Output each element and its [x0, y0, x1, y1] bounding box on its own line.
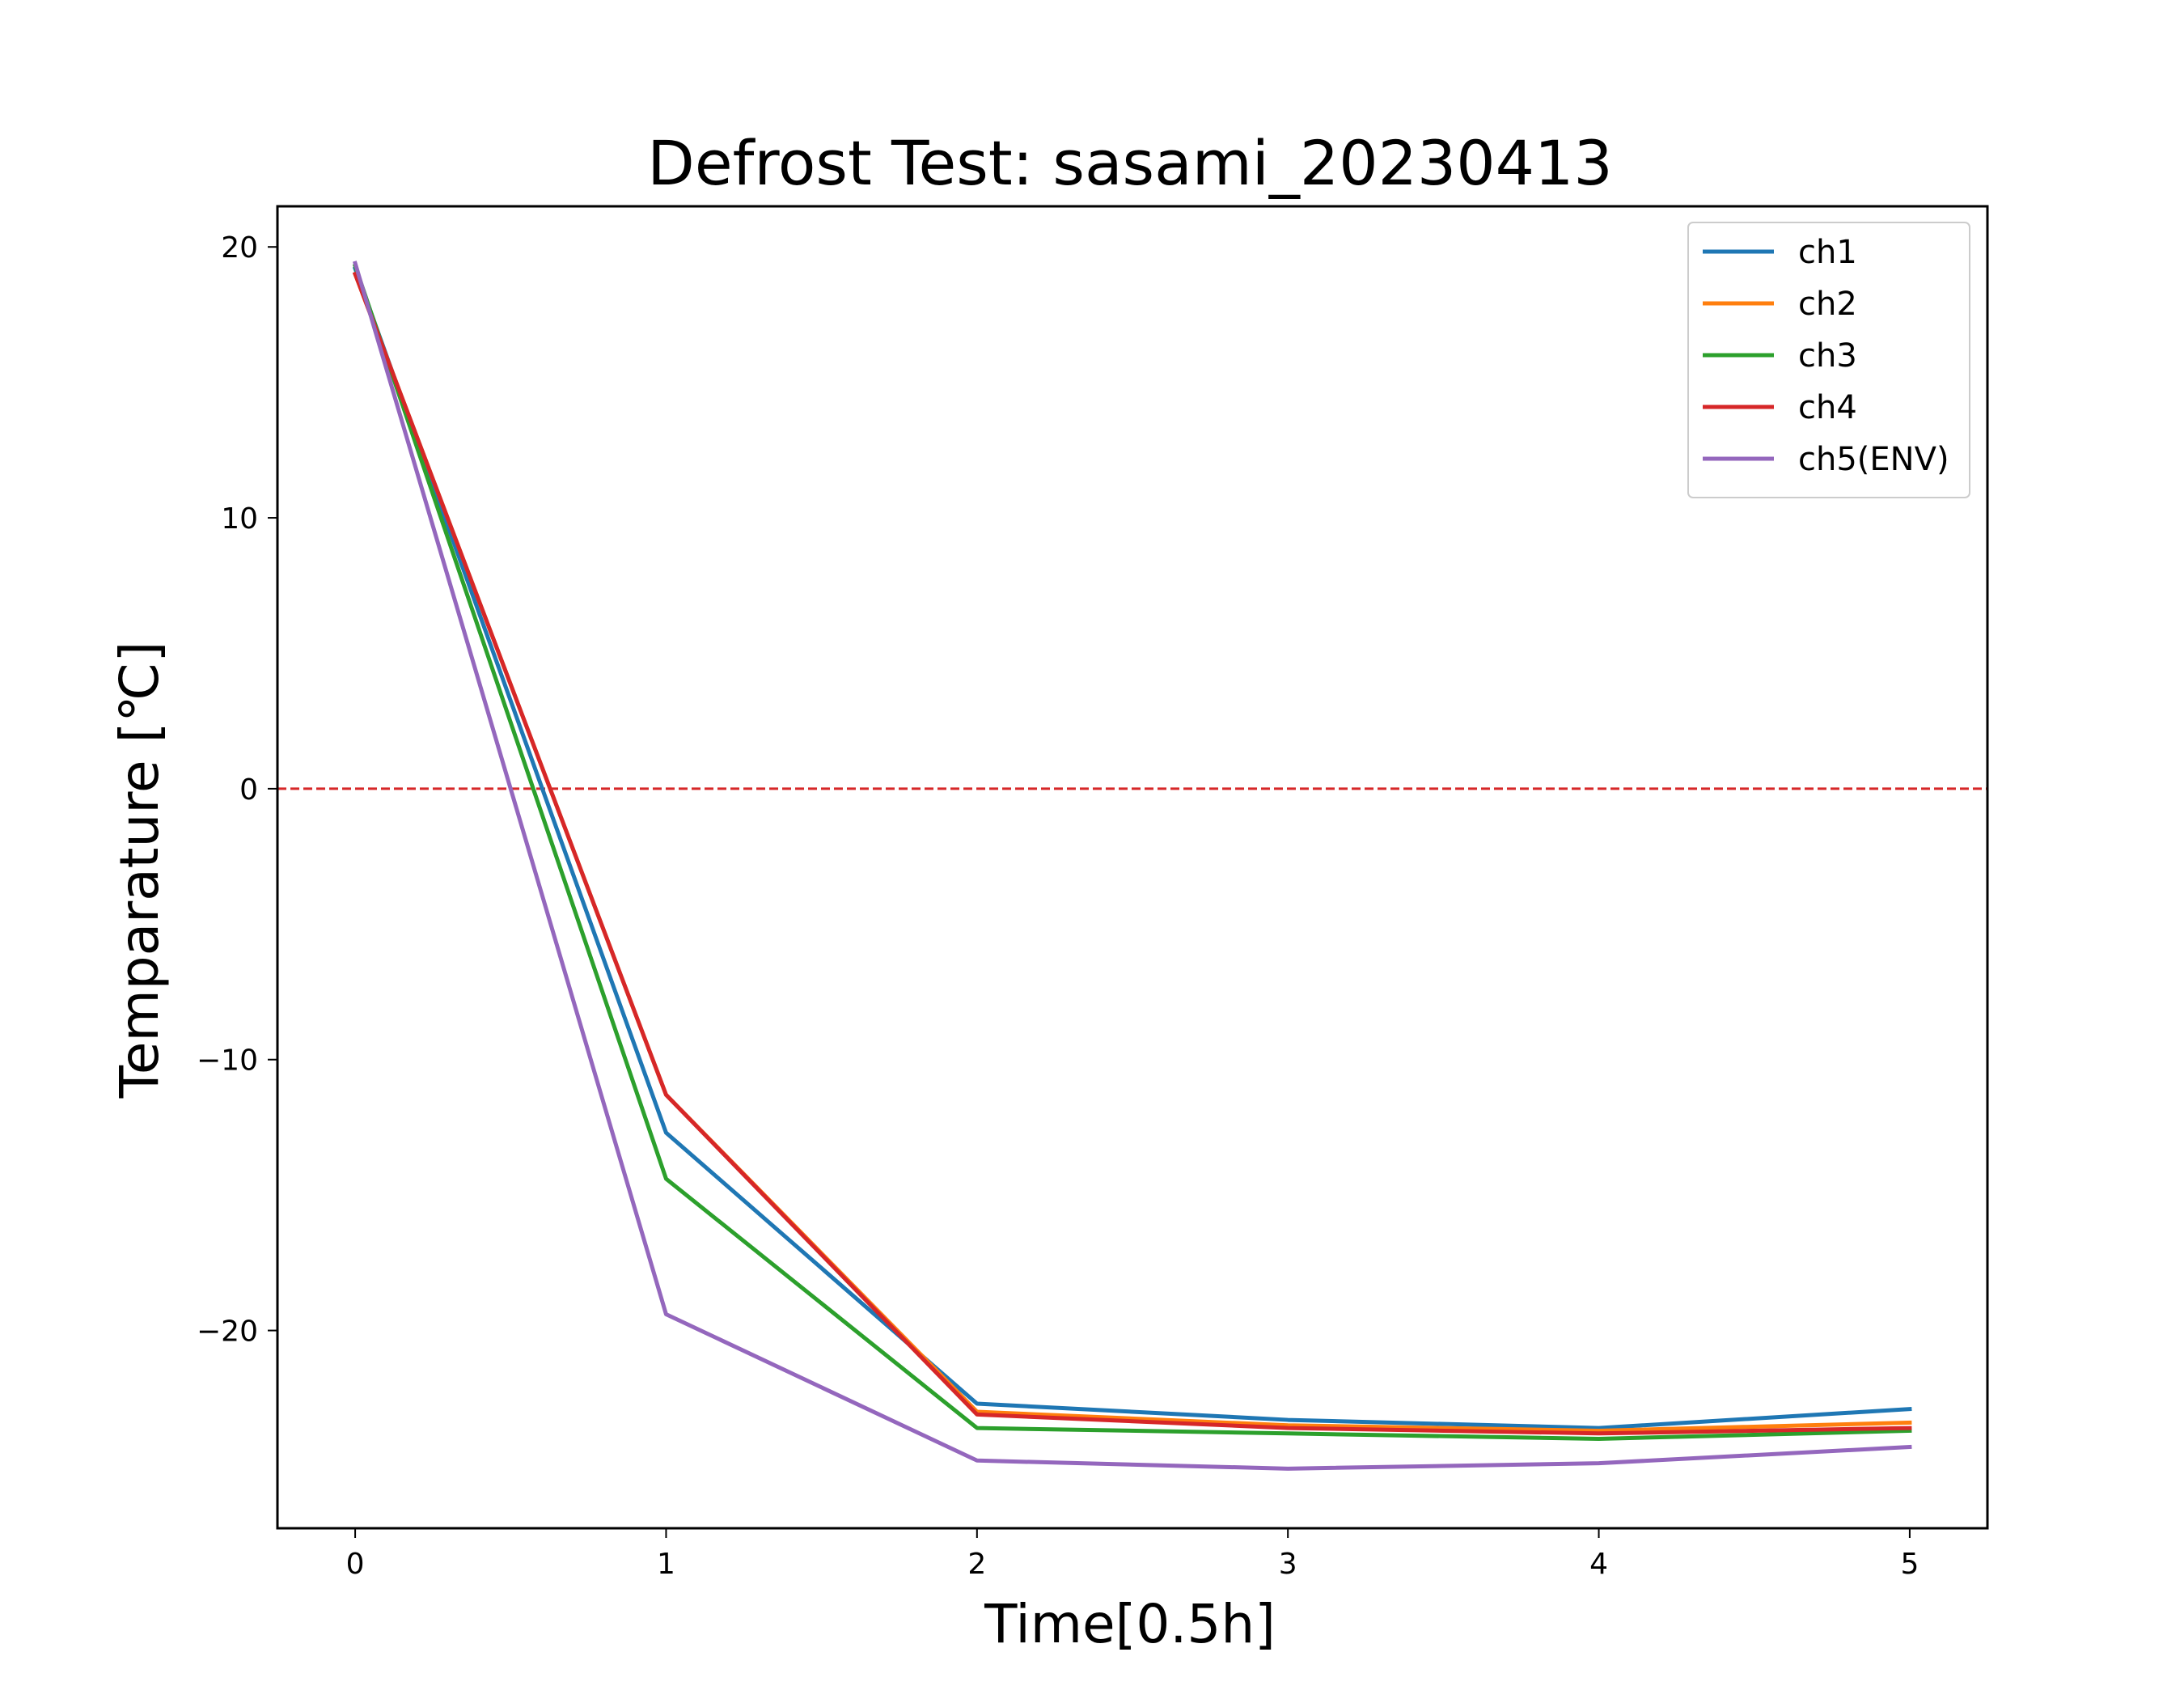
- legend-label: ch2: [1798, 286, 1857, 323]
- series-line-ch2: [352, 271, 1912, 1433]
- legend-label: ch3: [1798, 337, 1857, 375]
- legend-label: ch1: [1798, 234, 1857, 271]
- plot-area: [277, 261, 1987, 1471]
- x-tick-label: 3: [1279, 1548, 1297, 1581]
- plot-frame: [276, 205, 1989, 1530]
- y-axis: 20 10 0 −10 −20: [197, 231, 277, 1349]
- legend: ch1 ch2 ch3 ch4 ch5(ENV): [1687, 222, 1970, 498]
- x-tick-label: 4: [1589, 1548, 1608, 1581]
- legend-label: ch5(ENV): [1798, 441, 1949, 478]
- y-tick-label: −20: [197, 1315, 258, 1349]
- x-tick-label: 1: [657, 1548, 675, 1581]
- y-tick-label: 20: [221, 231, 258, 265]
- series-line-ch5-env-: [352, 261, 1912, 1471]
- series-line-ch3: [352, 263, 1912, 1442]
- y-tick-label: 10: [221, 502, 258, 536]
- chart-title: Defrost Test: sasami_20230413: [647, 127, 1612, 199]
- y-tick-label: −10: [197, 1044, 258, 1078]
- x-tick-label: 5: [1900, 1548, 1919, 1581]
- x-tick-label: 0: [346, 1548, 365, 1581]
- y-tick-label: 0: [239, 773, 258, 807]
- x-axis: 0 1 2 3 4 5: [346, 1528, 1919, 1581]
- x-tick-label: 2: [967, 1548, 986, 1581]
- y-axis-title: Temparature [℃]: [108, 642, 171, 1099]
- series-line-ch1: [352, 265, 1912, 1430]
- x-axis-title: Time[0.5h]: [984, 1593, 1276, 1655]
- legend-label: ch4: [1798, 389, 1857, 426]
- legend-box: [1687, 222, 1970, 498]
- series-line-ch4: [352, 271, 1912, 1436]
